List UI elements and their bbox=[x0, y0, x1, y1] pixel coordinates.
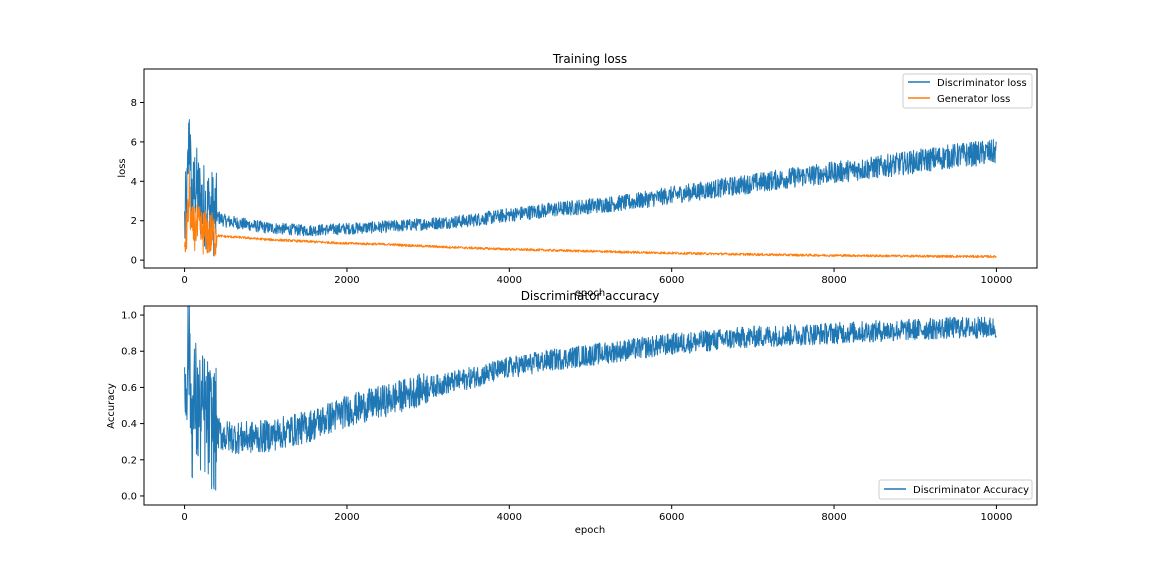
accuracy-y-axis: 0.0 0.2 0.4 0.6 0.8 1.0 bbox=[121, 311, 144, 502]
x-tick-label: 0 bbox=[181, 512, 187, 523]
x-tick-label: 10000 bbox=[981, 275, 1013, 286]
loss-y-axis-label: loss bbox=[117, 158, 128, 177]
accuracy-axes-frame bbox=[143, 305, 1038, 506]
loss-y-axis: 0 2 4 6 8 bbox=[131, 98, 144, 267]
y-tick-label: 0.6 bbox=[121, 383, 137, 394]
x-tick-label: 6000 bbox=[659, 512, 684, 523]
y-tick-label: 0.2 bbox=[121, 455, 137, 466]
accuracy-legend-box bbox=[878, 479, 1033, 500]
x-tick-label: 8000 bbox=[821, 512, 846, 523]
x-tick-label: 4000 bbox=[497, 275, 522, 286]
loss-legend-box bbox=[902, 73, 1033, 109]
x-tick-label: 10000 bbox=[981, 512, 1013, 523]
x-tick-label: 2000 bbox=[334, 275, 359, 286]
loss-legend: Discriminator loss Generator loss bbox=[902, 73, 1033, 109]
accuracy-y-axis-label: Accuracy bbox=[106, 383, 117, 429]
accuracy-plot-area bbox=[184, 305, 997, 491]
loss-chart-title: Training loss bbox=[552, 52, 627, 66]
x-tick-label: 0 bbox=[181, 275, 187, 286]
loss-x-axis: 0 2000 4000 6000 8000 10000 bbox=[181, 268, 1012, 286]
x-tick-label: 6000 bbox=[659, 275, 684, 286]
loss-plot-area bbox=[184, 119, 997, 259]
x-tick-label: 8000 bbox=[821, 275, 846, 286]
y-tick-label: 0 bbox=[131, 256, 137, 267]
accuracy-x-axis-label: epoch bbox=[575, 525, 605, 536]
accuracy-legend: Discriminator Accuracy bbox=[878, 479, 1033, 500]
accuracy-chart: Discriminator accuracy 0 2000 4000 6000 8000… bbox=[106, 289, 1038, 536]
y-tick-label: 8 bbox=[131, 98, 137, 109]
y-tick-label: 0.4 bbox=[121, 419, 137, 430]
series-line-discriminator-loss bbox=[184, 119, 997, 257]
accuracy-x-axis: 0 2000 4000 6000 8000 10000 bbox=[181, 505, 1012, 523]
series-line-discriminator-accuracy bbox=[184, 305, 997, 491]
loss-chart: Training loss 0 2000 4000 6000 8000 10000 0 2 4… bbox=[117, 52, 1038, 299]
y-tick-label: 0.0 bbox=[121, 491, 137, 502]
legend-label-discriminator-loss: Discriminator loss bbox=[937, 78, 1027, 89]
loss-axes-frame bbox=[143, 68, 1038, 269]
legend-label-generator-loss: Generator loss bbox=[937, 94, 1010, 105]
accuracy-chart-title: Discriminator accuracy bbox=[521, 289, 660, 303]
legend-label-discriminator-accuracy: Discriminator Accuracy bbox=[913, 485, 1029, 496]
loss-x-axis-label: epoch bbox=[575, 288, 605, 299]
y-tick-label: 0.8 bbox=[121, 347, 137, 358]
y-tick-label: 2 bbox=[131, 216, 137, 227]
series-line-generator-loss bbox=[184, 170, 997, 259]
x-tick-label: 2000 bbox=[334, 512, 359, 523]
y-tick-label: 6 bbox=[131, 137, 137, 148]
x-tick-label: 4000 bbox=[497, 512, 522, 523]
y-tick-label: 4 bbox=[131, 177, 137, 188]
y-tick-label: 1.0 bbox=[121, 311, 137, 322]
